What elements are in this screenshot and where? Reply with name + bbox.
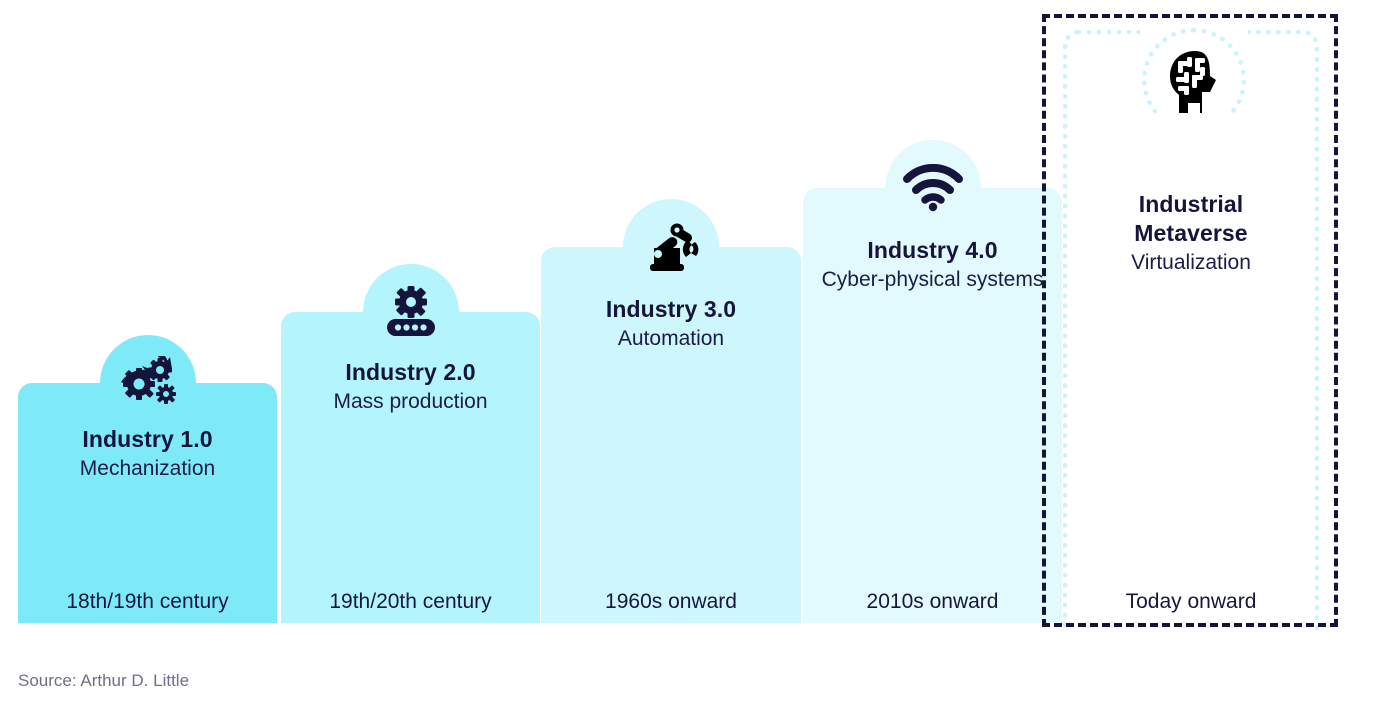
stage-subtitle: Virtualization bbox=[1131, 250, 1251, 274]
stage-title: Industry 2.0 bbox=[345, 359, 476, 385]
metaverse-labels: Industrial Metaverse Virtualization bbox=[1063, 190, 1319, 276]
stage-subtitle: Automation bbox=[617, 326, 725, 350]
stage-title-line2: Metaverse bbox=[1134, 219, 1248, 246]
stage-era: 2010s onward bbox=[866, 589, 999, 613]
stage-title-line1: Industrial bbox=[1138, 191, 1244, 217]
stage-era: 19th/20th century bbox=[329, 589, 492, 613]
stage-subtitle: Cyber-physical systems bbox=[821, 267, 1044, 291]
metaverse-highlight-box[interactable] bbox=[1042, 14, 1338, 627]
stage-industry-1[interactable]: Industry 1.0 Mechanization 18th/19th cen… bbox=[18, 335, 277, 623]
gear-conveyor-icon bbox=[362, 264, 459, 360]
stage-title: Industry 4.0 bbox=[867, 237, 998, 263]
stage-industry-3[interactable]: Industry 3.0 Automation 1960s onward bbox=[541, 199, 801, 623]
stage-subtitle: Mass production bbox=[333, 389, 488, 413]
robot-arm-icon bbox=[623, 199, 719, 295]
stage-title: Industry 1.0 bbox=[82, 426, 213, 452]
stage-industry-4[interactable]: Industry 4.0 Cyber-physical systems 2010… bbox=[803, 140, 1062, 623]
source-note: Source: Arthur D. Little bbox=[18, 671, 190, 690]
brain-head-icon bbox=[1163, 44, 1227, 120]
stage-era: Today onward bbox=[1125, 590, 1257, 613]
stage-era: 18th/19th century bbox=[66, 589, 229, 613]
metaverse-dotted-arc bbox=[1142, 28, 1246, 132]
stage-era: 1960s onward bbox=[605, 589, 737, 613]
stage-industry-2[interactable]: Industry 2.0 Mass production 19th/20th c… bbox=[281, 264, 540, 623]
stage-subtitle: Mechanization bbox=[79, 456, 216, 480]
stage-title: Industry 3.0 bbox=[605, 296, 737, 322]
gears-rotation-icon bbox=[99, 335, 196, 431]
wifi-icon bbox=[884, 140, 981, 236]
